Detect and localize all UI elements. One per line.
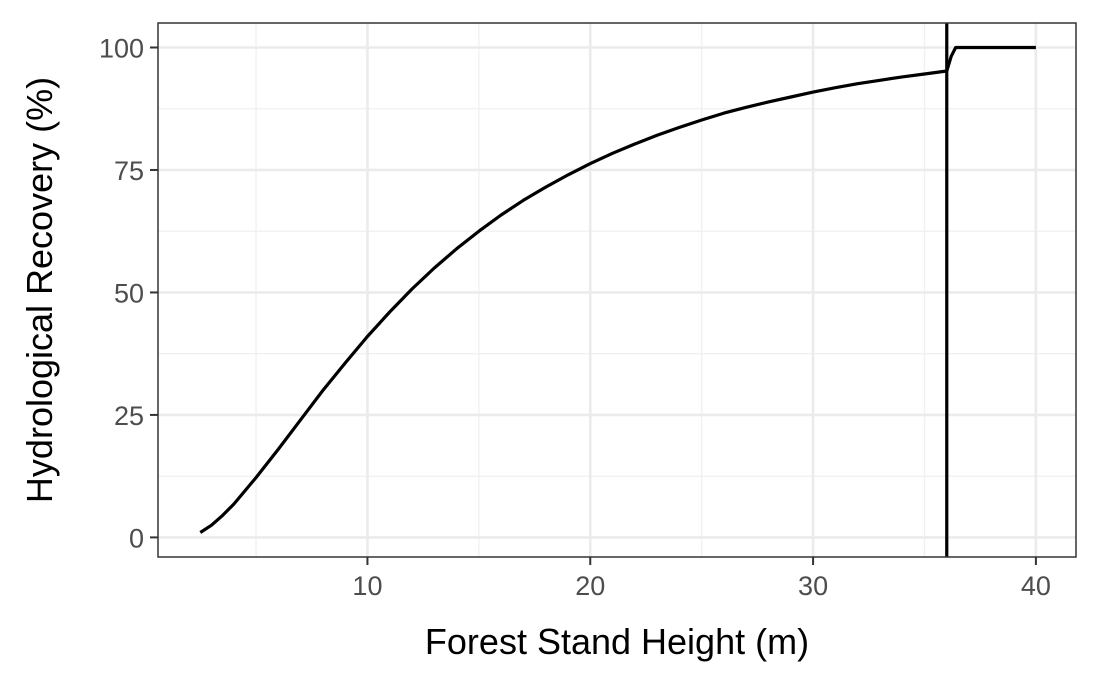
y-tick-label: 25 — [114, 401, 144, 431]
y-tick-label: 100 — [99, 33, 144, 63]
y-tick-label: 50 — [114, 278, 144, 308]
x-tick-label: 20 — [575, 571, 605, 601]
x-axis-title: Forest Stand Height (m) — [425, 621, 809, 662]
y-axis-title: Hydrological Recovery (%) — [19, 77, 60, 503]
y-tick-label: 0 — [129, 523, 144, 553]
series-line — [199, 45, 1036, 534]
y-tick-label: 75 — [114, 156, 144, 186]
plot-panel-border — [157, 22, 1077, 558]
x-tick-label: 10 — [352, 571, 382, 601]
x-tick-label: 40 — [1021, 571, 1051, 601]
axis-ticks: 10 20 30 40 0 25 50 75 100 — [99, 33, 1051, 601]
x-tick-label: 30 — [798, 571, 828, 601]
grid-lines — [158, 23, 1076, 557]
data-layer — [199, 23, 1036, 557]
